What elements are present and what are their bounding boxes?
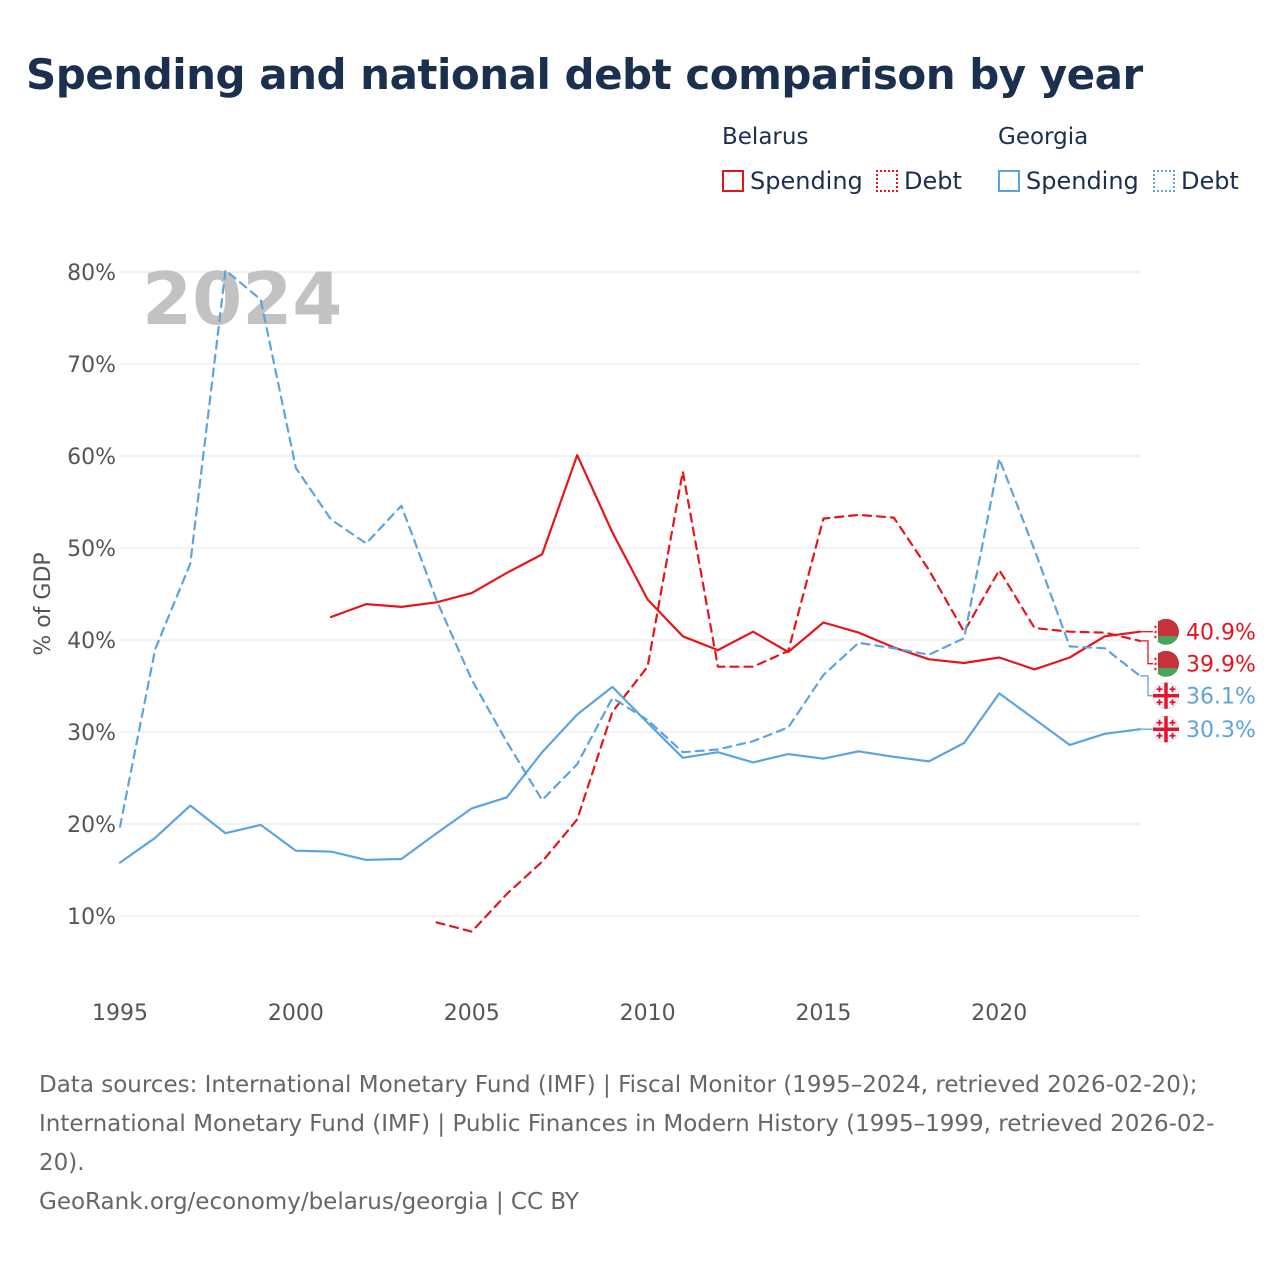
grid-layer [120,271,1140,917]
legend-georgia-debt[interactable]: Debt [1153,166,1239,196]
y-axis-title: % of GDP [31,552,56,655]
georgia-flag-icon [1152,715,1180,743]
legend-group-belarus: Belarus [722,124,809,150]
series-line-georgia-spending[interactable] [118,685,1142,864]
legend-label: Debt [1181,167,1239,195]
legend-belarus-spending[interactable]: Spending [722,166,863,196]
chart-title: Spending and national debt comparison by… [26,50,1143,99]
x-tick-label: 1995 [92,1001,148,1026]
end-label-belarus-debt: 39.9% [1186,653,1256,678]
x-tick-label: 2010 [620,1001,676,1026]
y-tick-label: 40% [67,629,116,654]
end-label-belarus-spending: 40.9% [1186,621,1256,646]
legend-swatch-solid-blue [998,170,1020,192]
legend-georgia-spending[interactable]: Spending [998,166,1139,196]
series-line-belarus-debt[interactable] [435,470,1142,933]
y-tick-label: 50% [67,537,116,562]
y-tick-label: 30% [67,721,116,746]
end-label-connector [1140,675,1153,697]
series-layer [118,269,1142,933]
year-watermark: 2024 [142,257,342,341]
footer: Data sources: International Monetary Fun… [39,1066,1239,1222]
legend-swatch-dotted-blue [1153,170,1175,192]
end-label-georgia-debt: 36.1% [1186,685,1256,710]
x-tick-label: 2020 [971,1001,1027,1026]
end-label-georgia-spending: 30.3% [1186,718,1256,743]
end-label-connector [1140,640,1153,665]
legend-swatch-solid-red [722,170,744,192]
line-chart: 2024 10% 20% 30% 40% 50% 60% 70% 80% 1995 2000 200… [31,257,1256,1026]
x-tick-label: 2015 [795,1001,851,1026]
series-line-belarus-spending[interactable] [329,454,1142,671]
series-line-georgia-debt[interactable] [118,269,1142,828]
credit-link[interactable]: GeoRank.org/economy/belarus/georgia | CC… [39,1189,579,1215]
y-tick-label: 10% [67,905,116,930]
x-tick-label: 2005 [444,1001,500,1026]
belarus-flag-icon [1153,618,1179,645]
y-tick-label: 60% [67,445,116,470]
legend-label: Spending [750,167,863,195]
y-tick-label: 20% [67,813,116,838]
axis-layer: 10% 20% 30% 40% 50% 60% 70% 80% 1995 2000 2005 2010… [67,261,1027,1026]
georgia-flag-icon [1152,682,1180,710]
data-sources: Data sources: International Monetary Fun… [39,1072,1215,1176]
y-tick-label: 70% [67,353,116,378]
belarus-flag-icon [1153,650,1179,677]
legend-label: Spending [1026,167,1139,195]
legend-swatch-dotted-red [876,170,898,192]
legend-label: Debt [904,167,962,195]
legend-belarus-debt[interactable]: Debt [876,166,962,196]
end-label-layer: 40.9% 39.9% 36.1% 30.3% [1140,618,1256,743]
legend-group-georgia: Georgia [998,124,1089,150]
y-tick-label: 80% [67,261,116,286]
x-tick-label: 2000 [268,1001,324,1026]
